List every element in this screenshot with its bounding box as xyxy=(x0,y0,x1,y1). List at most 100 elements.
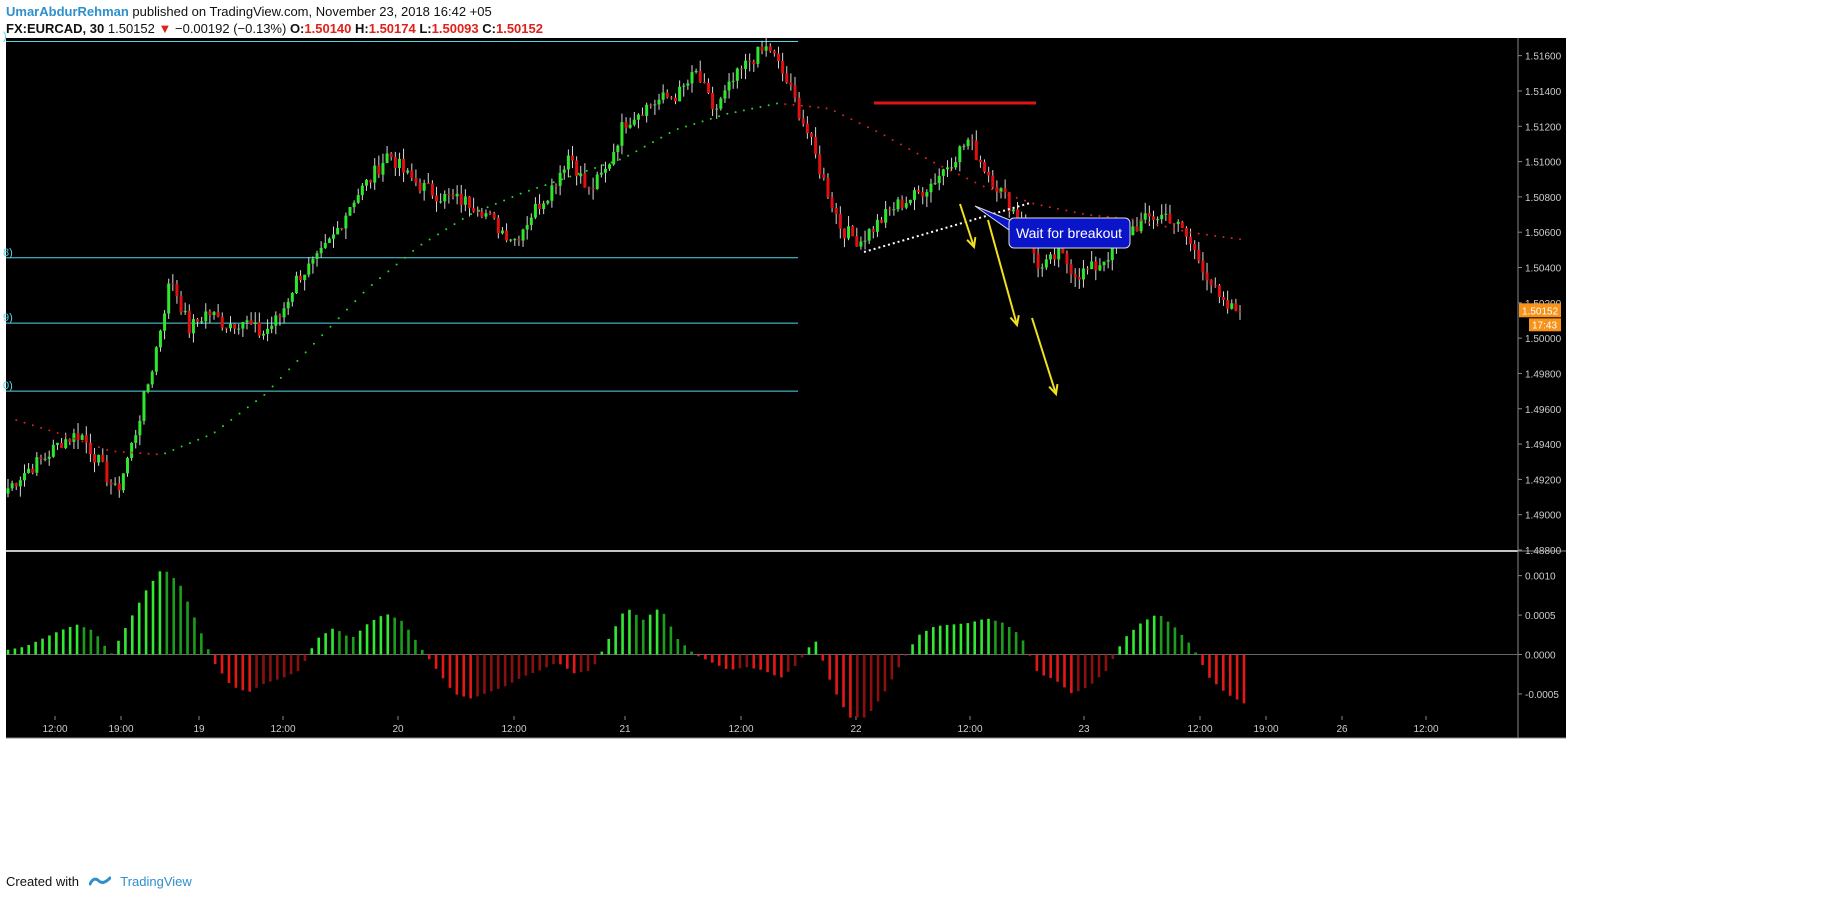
candle-body xyxy=(60,442,64,449)
oscillator-bar xyxy=(434,654,438,669)
oscillator-bar xyxy=(1042,654,1046,676)
moving-average-point xyxy=(693,122,696,125)
oscillator-bar xyxy=(959,623,963,655)
oscillator-bar xyxy=(676,638,680,655)
oscillator-bar xyxy=(262,654,265,684)
moving-average-point xyxy=(370,284,373,287)
oscillator-bar xyxy=(179,585,182,655)
moving-average-point xyxy=(354,300,357,303)
candle-body xyxy=(249,320,253,325)
candle-body xyxy=(669,97,673,99)
candle-body xyxy=(311,258,315,264)
candle-body xyxy=(1007,192,1011,212)
candle-body xyxy=(435,195,439,202)
oscillator-bar xyxy=(317,637,321,655)
candle-body xyxy=(212,312,216,315)
oscillator-bar xyxy=(200,633,203,655)
oscillator-bar xyxy=(55,632,58,655)
price-tick-label: 1.49400 xyxy=(1525,440,1562,451)
candle-body xyxy=(224,327,228,329)
moving-average-point xyxy=(337,317,340,320)
moving-average-point xyxy=(395,263,398,266)
oscillator-bar xyxy=(476,654,479,697)
candle-body xyxy=(414,177,418,183)
candle-body xyxy=(566,155,570,170)
candle-body xyxy=(406,170,410,173)
footer: Created with TradingView xyxy=(6,872,192,892)
candle-body xyxy=(1102,261,1106,266)
candle-body xyxy=(237,328,241,330)
oscillator-bar xyxy=(738,654,742,669)
moving-average-point xyxy=(544,184,547,187)
candle-body xyxy=(731,80,735,82)
candle-body xyxy=(645,104,649,116)
moving-average-point xyxy=(1040,204,1043,207)
candle-body xyxy=(467,196,471,209)
candle-body xyxy=(1110,244,1114,261)
candle-body xyxy=(880,219,884,223)
moving-average-point xyxy=(833,110,836,113)
candle-body xyxy=(22,473,26,481)
oscillator-bar xyxy=(662,613,666,655)
moving-average-point xyxy=(221,425,224,428)
moving-average-point xyxy=(1098,214,1101,217)
oscillator-bar xyxy=(48,635,51,655)
fib-level-label: 8) xyxy=(3,247,13,259)
oscillator-bar xyxy=(6,649,10,655)
candle-body xyxy=(64,439,68,449)
candle-body xyxy=(455,193,459,197)
oscillator-bar xyxy=(338,631,341,655)
candle-body xyxy=(863,240,867,242)
author-link[interactable]: UmarAbdurRehman xyxy=(6,4,129,19)
oscillator-bar xyxy=(724,654,728,669)
moving-average-point xyxy=(1181,229,1184,232)
candle-body xyxy=(315,253,319,259)
oscillator-bar xyxy=(510,654,514,683)
oscillator-bar xyxy=(814,641,818,655)
candle-body xyxy=(995,187,999,192)
candle-body xyxy=(183,310,187,313)
oscillator-bar xyxy=(275,654,279,680)
moving-average-point xyxy=(263,393,266,396)
candle-body xyxy=(748,60,752,62)
oscillator-bar xyxy=(393,617,396,655)
oscillator-bar xyxy=(1083,654,1087,689)
candle-body xyxy=(966,139,970,147)
candle-body xyxy=(1180,221,1184,228)
oscillator-bar xyxy=(206,649,210,655)
moving-average-point xyxy=(775,102,778,105)
candle-body xyxy=(641,114,645,116)
candle-body xyxy=(14,483,18,487)
oscillator-bar xyxy=(1173,627,1177,655)
moving-average-point xyxy=(635,150,638,153)
candle-body xyxy=(657,99,661,105)
candle-body xyxy=(682,85,686,87)
oscillator-bar xyxy=(849,654,852,718)
candle-body xyxy=(397,158,401,168)
oscillator-bar xyxy=(655,609,659,655)
oscillator-bar xyxy=(600,651,604,655)
candle-body xyxy=(459,193,463,205)
tradingview-link[interactable]: TradingView xyxy=(120,874,192,889)
oscillator-bar xyxy=(1014,632,1018,655)
price-tick-label: 1.49200 xyxy=(1525,475,1562,486)
moving-average-point xyxy=(503,199,506,202)
oscillator-bar xyxy=(593,654,597,665)
candle-body xyxy=(27,468,31,474)
moving-average-point xyxy=(97,446,100,449)
publish-info: published on TradingView.com, November 2… xyxy=(128,4,492,19)
moving-average-point xyxy=(131,451,134,454)
moving-average-point xyxy=(1148,221,1151,224)
moving-average-point xyxy=(933,161,936,164)
oscillator-bar xyxy=(842,654,845,708)
moving-average-point xyxy=(387,270,390,273)
candle-body xyxy=(871,229,875,232)
moving-average-point xyxy=(89,443,92,446)
last-price-tag xyxy=(1519,303,1561,318)
oscillator-bar xyxy=(766,654,769,673)
time-tick-label: 12:00 xyxy=(42,724,67,735)
moving-average-point xyxy=(197,438,200,441)
moving-average-point xyxy=(569,175,572,178)
oscillator-bar xyxy=(1021,640,1025,655)
